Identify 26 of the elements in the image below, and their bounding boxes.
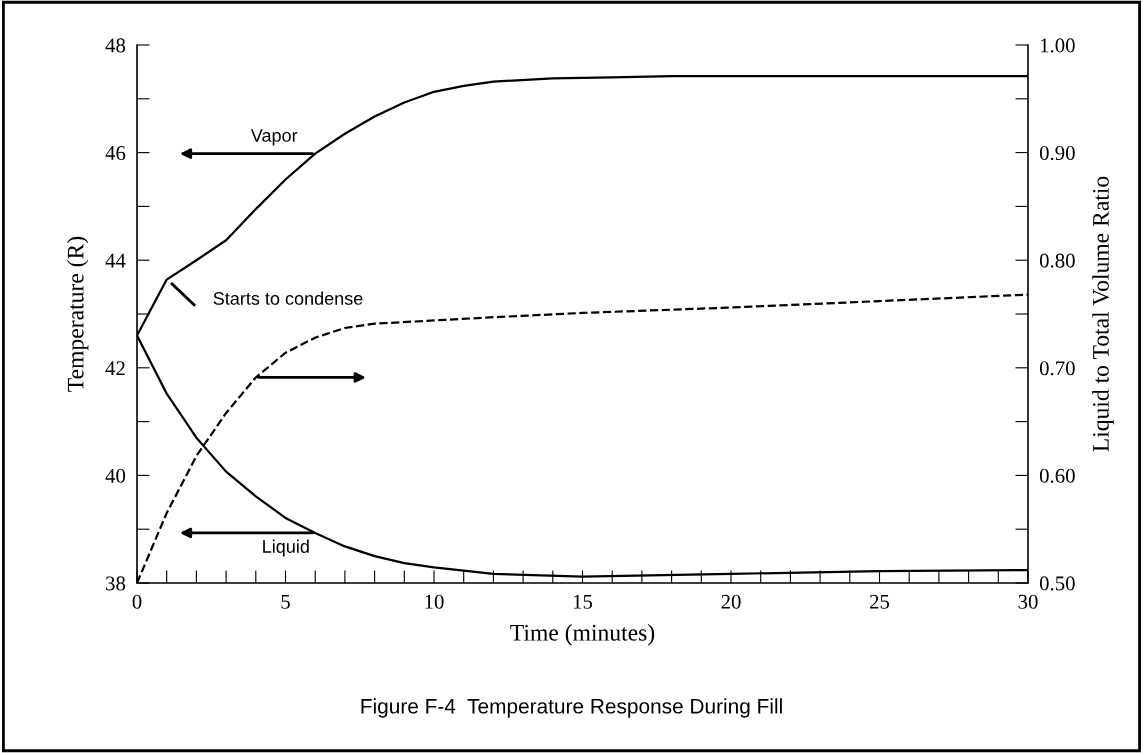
x-tick-label: 0 <box>132 594 142 609</box>
x-tick-label: 25 <box>870 594 890 609</box>
text: Figure F-4 Temperature Response During Fill <box>361 698 782 718</box>
y2-tick-label: 1.00 <box>1040 38 1075 53</box>
y-tick-label: 48 <box>105 38 126 53</box>
y-tick-label: 46 <box>105 146 126 161</box>
x-tick-label: 10 <box>425 594 444 609</box>
x-axis-title: Time (minutes) <box>510 624 655 646</box>
annotation: Starts to condense <box>213 291 363 305</box>
x-tick-label: 30 <box>1018 594 1038 609</box>
y-tick-label: 40 <box>105 468 126 483</box>
x-tick-label: 15 <box>573 594 593 609</box>
annotation: Liquid <box>263 539 309 557</box>
y-tick-label: 38 <box>106 576 126 591</box>
x-tick-label: 20 <box>721 594 741 609</box>
y2-tick-label: 0.60 <box>1039 468 1075 483</box>
y-axis-title: Temperature (R) <box>66 236 89 392</box>
y2-tick-label: 0.70 <box>1039 361 1075 376</box>
y-tick-label: 42 <box>105 361 125 376</box>
y-tick-label: 44 <box>105 253 126 268</box>
y2-tick-label: 0.80 <box>1039 253 1075 268</box>
y2-tick-label: 0.50 <box>1039 576 1075 591</box>
y2-axis-title: Liquid to Total Volume Ratio <box>1092 176 1114 452</box>
x-tick-label: 5 <box>281 594 290 609</box>
y2-tick-label: 0.90 <box>1039 145 1075 161</box>
annotation: Vapor <box>250 129 298 146</box>
